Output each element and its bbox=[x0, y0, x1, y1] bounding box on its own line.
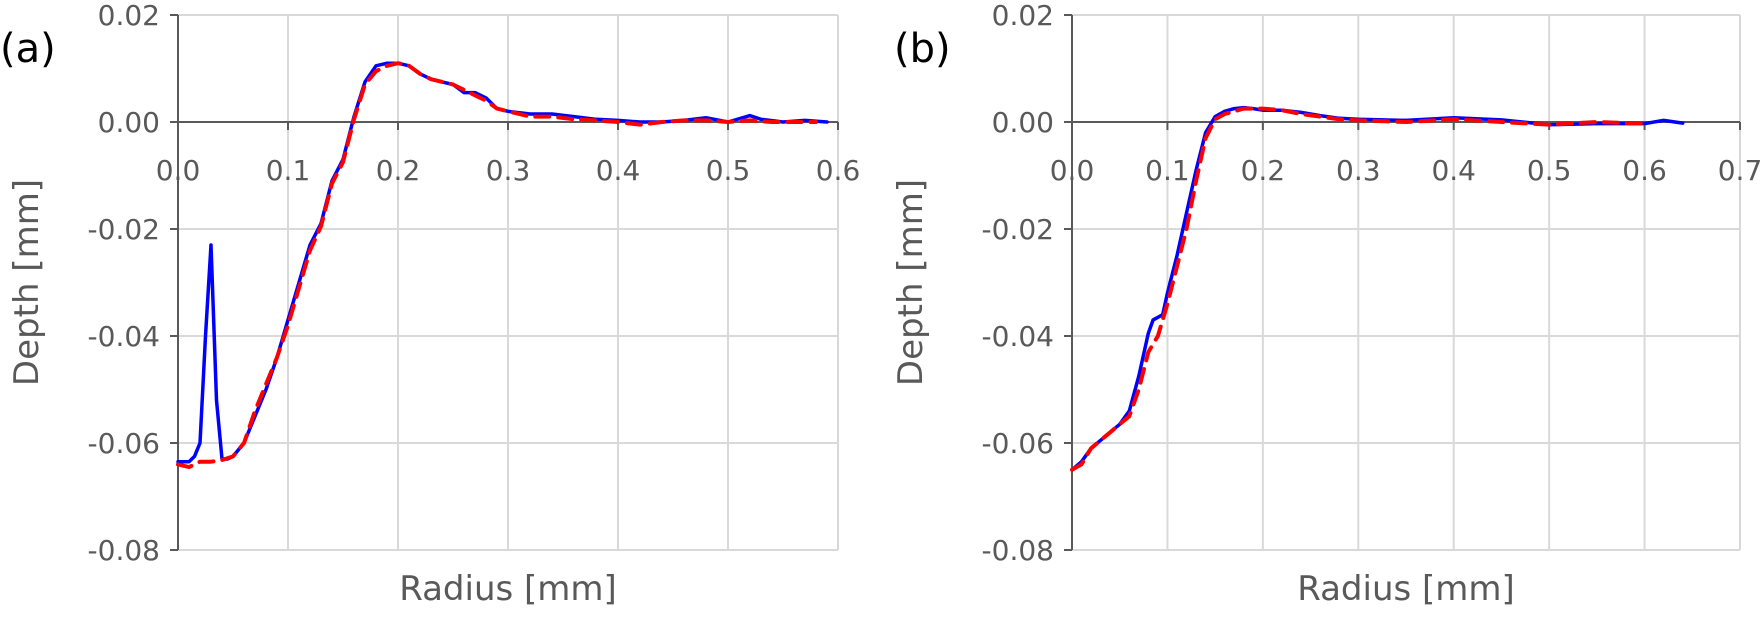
chart-panel-a: 0.02 0.00 -0.02 -0.04 -0.06 -0.08 0.0 0.1 0.2 0.3… bbox=[0, 0, 870, 619]
chart-b-xtick-label-6: 0.6 bbox=[1622, 154, 1667, 187]
chart-b-ytick-label-1: 0.00 bbox=[992, 106, 1054, 139]
chart-b-series-solid-line bbox=[1070, 105, 1685, 472]
chart-a-xtick-label-5: 0.5 bbox=[706, 154, 751, 187]
chart-a-y-axis-title: Depth [mm] bbox=[7, 179, 47, 386]
chart-b-svg: 0.02 0.00 -0.02 -0.04 -0.06 -0.08 0.0 0.1 0.2 0.3… bbox=[891, 0, 1760, 609]
chart-b-xtick-label-0: 0.0 bbox=[1050, 154, 1095, 187]
chart-b-xtick-label-5: 0.5 bbox=[1527, 154, 1572, 187]
chart-b-ytick-label-0: 0.02 bbox=[992, 0, 1054, 32]
chart-a-xtick-label-1: 0.1 bbox=[266, 154, 311, 187]
chart-a-series-dashed-line bbox=[176, 61, 818, 470]
chart-a-ytick-label-4: -0.06 bbox=[88, 427, 160, 460]
chart-b-series-dashed-line bbox=[1070, 106, 1647, 472]
chart-b-ytick-label-3: -0.04 bbox=[982, 320, 1054, 353]
chart-a-ytick-label-1: 0.00 bbox=[98, 106, 160, 139]
chart-a-xtick-label-3: 0.3 bbox=[486, 154, 531, 187]
chart-b-panel-label: (b) bbox=[894, 26, 951, 72]
chart-b-xtick-label-7: 0.7 bbox=[1718, 154, 1760, 187]
chart-b-xtick-label-2: 0.2 bbox=[1241, 154, 1286, 187]
chart-a-xtick-label-4: 0.4 bbox=[596, 154, 641, 187]
chart-a-xtick-label-6: 0.6 bbox=[816, 154, 861, 187]
chart-b-ytick-label-5: -0.08 bbox=[982, 534, 1054, 567]
chart-a-xtick-label-2: 0.2 bbox=[376, 154, 421, 187]
chart-a-x-axis-title: Radius [mm] bbox=[399, 569, 617, 609]
chart-b-ytick-label-4: -0.06 bbox=[982, 427, 1054, 460]
chart-b-ytick-label-2: -0.02 bbox=[982, 213, 1054, 246]
chart-panel-b: 0.02 0.00 -0.02 -0.04 -0.06 -0.08 0.0 0.1 0.2 0.3… bbox=[880, 0, 1760, 619]
chart-a-ytick-label-5: -0.08 bbox=[88, 534, 160, 567]
chart-b-xtick-label-3: 0.3 bbox=[1336, 154, 1381, 187]
chart-a-xtick-label-0: 0.0 bbox=[156, 154, 201, 187]
chart-a-ytick-label-0: 0.02 bbox=[98, 0, 160, 32]
chart-b-y-axis-title: Depth [mm] bbox=[891, 179, 931, 386]
chart-a-ytick-label-3: -0.04 bbox=[88, 320, 160, 353]
chart-a-svg: 0.02 0.00 -0.02 -0.04 -0.06 -0.08 0.0 0.1 0.2 0.3… bbox=[0, 0, 861, 609]
chart-a-panel-label: (a) bbox=[0, 26, 56, 72]
chart-b-x-axis-title: Radius [mm] bbox=[1297, 569, 1515, 609]
chart-a-ytick-label-2: -0.02 bbox=[88, 213, 160, 246]
chart-b-xtick-label-1: 0.1 bbox=[1145, 154, 1190, 187]
chart-b-xtick-label-4: 0.4 bbox=[1431, 154, 1476, 187]
